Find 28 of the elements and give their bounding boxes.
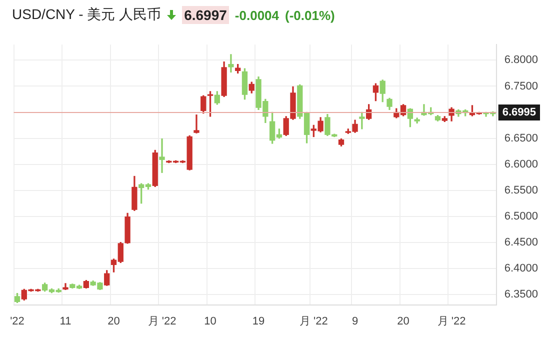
y-tick-label: 6.5500: [504, 184, 538, 196]
y-tick-label: 6.6000: [504, 158, 538, 170]
candlestick: [159, 138, 165, 173]
x-tick-label: 10: [204, 315, 216, 328]
y-tick-label: 6.5000: [504, 210, 538, 222]
text: -0.0004: [234, 8, 280, 22]
x-tick-label: 19: [252, 315, 265, 328]
x-tick-label: 11: [60, 315, 72, 328]
x-tick-label: 月 '22: [148, 315, 176, 328]
text: 6.6997: [182, 6, 229, 24]
y-tick-label: 6.8000: [504, 54, 538, 66]
y-tick-label: 6.4000: [504, 262, 538, 274]
x-tick-label: '22: [10, 315, 24, 328]
text: (-0.01%): [285, 8, 335, 22]
x-tick-label: 9: [352, 315, 358, 328]
y-tick-label: 6.6500: [504, 132, 538, 144]
candlestick: [194, 114, 200, 134]
candlestick: [228, 54, 234, 73]
ref-line-label: 6.6995: [502, 106, 536, 119]
y-tick-label: 6.3500: [504, 288, 538, 300]
x-tick-label: 月 '22: [437, 315, 466, 328]
x-tick-label: 月 '22: [299, 315, 328, 328]
y-tick-label: 6.7500: [504, 80, 538, 92]
x-tick-label: 20: [397, 315, 410, 328]
y-tick-label: 6.4500: [504, 236, 538, 248]
x-tick-label: 20: [108, 315, 120, 328]
candlestick: [359, 112, 365, 130]
chart-title: USD/CNY - 美元 人民币: [12, 6, 162, 24]
